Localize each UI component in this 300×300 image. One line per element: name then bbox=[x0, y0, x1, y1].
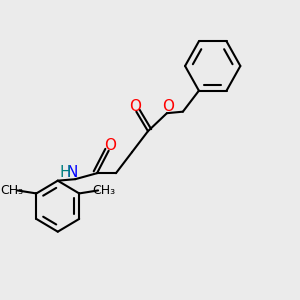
Text: O: O bbox=[104, 138, 116, 153]
Text: N: N bbox=[66, 165, 77, 180]
Text: H: H bbox=[60, 165, 71, 180]
Text: CH₃: CH₃ bbox=[1, 184, 24, 197]
Text: O: O bbox=[129, 99, 141, 114]
Text: O: O bbox=[162, 99, 174, 114]
Text: CH₃: CH₃ bbox=[92, 184, 115, 197]
